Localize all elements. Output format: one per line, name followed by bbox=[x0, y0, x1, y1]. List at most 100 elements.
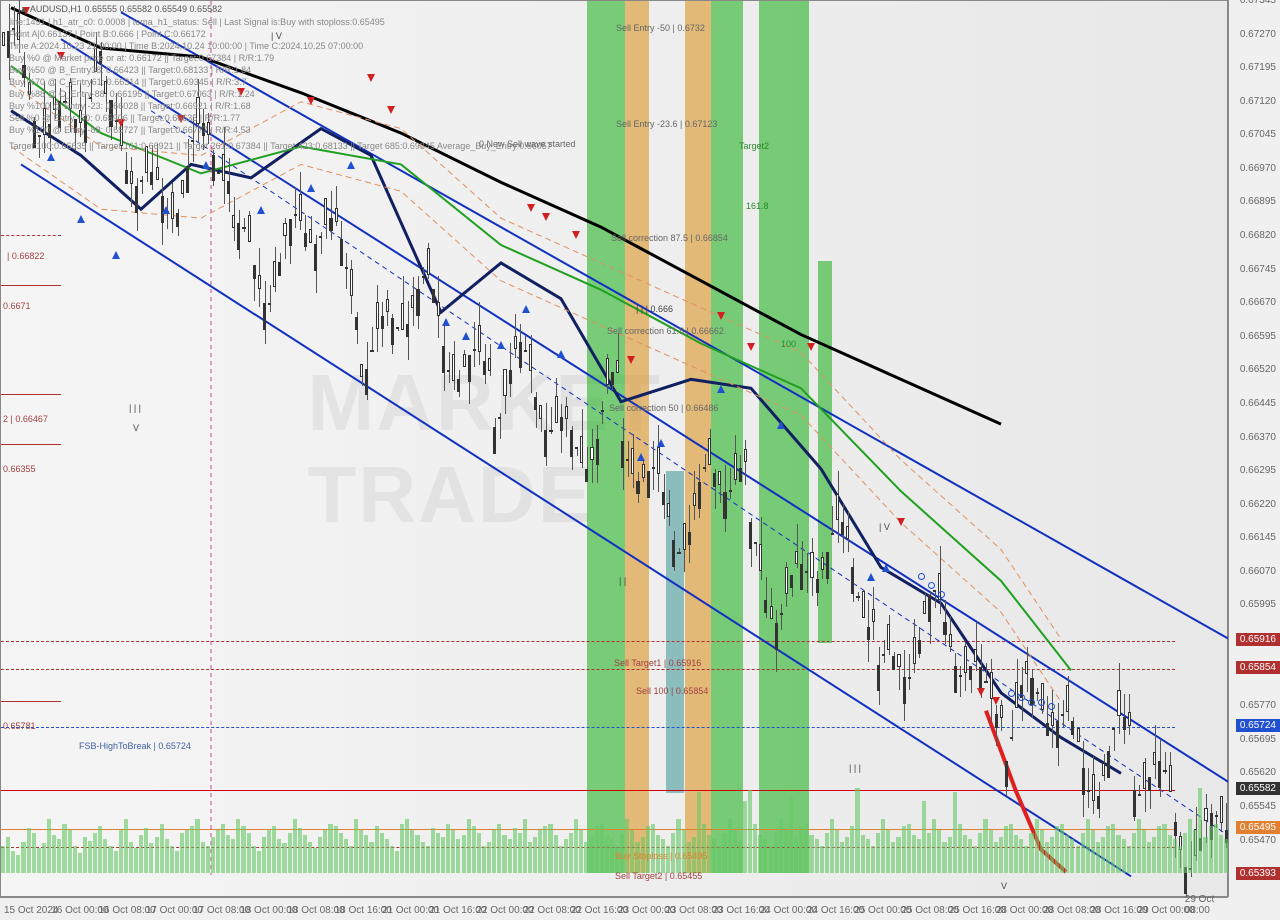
chart-area[interactable]: MARKET TRADE ▲ AUDUSD,H1 0.65555 0.65582… bbox=[0, 0, 1228, 897]
volume-bar bbox=[405, 819, 409, 873]
volume-bar bbox=[1065, 835, 1069, 873]
volume-bar bbox=[114, 851, 118, 874]
arrow-up-icon bbox=[77, 215, 85, 223]
volume-bar bbox=[840, 842, 844, 874]
price-tick: 0.66445 bbox=[1240, 398, 1276, 409]
level-100: 100 bbox=[781, 339, 796, 349]
ref-66822: | 0.66822 bbox=[7, 251, 44, 261]
volume-bar bbox=[83, 837, 87, 873]
volume-bar bbox=[1091, 830, 1095, 873]
volume-bar bbox=[93, 833, 97, 873]
price-tick: 0.66220 bbox=[1240, 499, 1276, 510]
volume-bar bbox=[722, 833, 726, 874]
arrow-up-icon bbox=[637, 453, 645, 461]
volume-bar bbox=[728, 819, 732, 873]
volume-bar bbox=[963, 835, 967, 873]
level-line bbox=[1, 444, 61, 445]
volume-bar bbox=[502, 835, 506, 873]
volume-bar bbox=[129, 842, 133, 874]
arrow-down-icon bbox=[542, 213, 550, 221]
volume-bar bbox=[595, 826, 599, 873]
level-line bbox=[1, 285, 61, 286]
volume-bar bbox=[932, 819, 936, 873]
arrow-up-icon bbox=[867, 573, 875, 581]
volume-bar bbox=[492, 830, 496, 873]
signal-dot bbox=[1028, 699, 1035, 706]
volume-bar bbox=[68, 830, 72, 873]
price-tick: 0.66070 bbox=[1240, 566, 1276, 577]
volume-bar bbox=[605, 835, 609, 873]
signal-band bbox=[587, 1, 605, 873]
volume-bar bbox=[1004, 826, 1008, 873]
volume-bar bbox=[1203, 837, 1207, 873]
entry-info: Buy %100 @ Entry -23: 0.66028 || Target:… bbox=[9, 101, 251, 111]
volume-bar bbox=[1219, 835, 1223, 873]
volume-bar bbox=[861, 835, 865, 873]
volume-bar bbox=[968, 839, 972, 873]
entry-info: Buy %88 @ C_Entry-88: 0.66195 || Target:… bbox=[9, 89, 255, 99]
volume-bar bbox=[487, 842, 491, 874]
volume-bar bbox=[676, 819, 680, 873]
volume-bar bbox=[400, 824, 404, 874]
volume-bar bbox=[881, 819, 885, 873]
volume-bar bbox=[1024, 846, 1028, 873]
signal-dot bbox=[938, 591, 945, 598]
lv5: | V bbox=[879, 522, 890, 532]
volume-bar bbox=[518, 833, 522, 874]
volume-bar bbox=[52, 835, 56, 873]
volume-bar bbox=[1168, 835, 1172, 873]
volume-bar bbox=[1096, 842, 1100, 874]
volume-bar bbox=[354, 819, 358, 873]
volume-bar bbox=[794, 837, 798, 873]
volume-bar bbox=[446, 824, 450, 874]
volume-bar bbox=[303, 835, 307, 873]
volume-bar bbox=[257, 851, 261, 874]
volume-bar bbox=[809, 835, 813, 873]
volume-bar bbox=[216, 830, 220, 873]
price-tick: 0.67045 bbox=[1240, 129, 1276, 140]
volume-bar bbox=[942, 842, 946, 874]
volume-bar bbox=[282, 843, 286, 873]
volume-bar bbox=[1137, 819, 1141, 873]
volume-bar bbox=[978, 833, 982, 874]
volume-bar bbox=[410, 830, 414, 873]
volume-bar bbox=[896, 837, 900, 873]
ref-66467: 2 | 0.66467 bbox=[3, 414, 48, 424]
volume-bar bbox=[1029, 833, 1033, 874]
signal-band bbox=[781, 1, 809, 873]
entry-info: Buy %70 @ C_Entry61: 0.66314 || Target:0… bbox=[9, 77, 247, 87]
volume-bar bbox=[1106, 826, 1110, 873]
volume-bar bbox=[1209, 826, 1213, 873]
volume-bar bbox=[380, 833, 384, 874]
price-tick: 0.67120 bbox=[1240, 96, 1276, 107]
volume-bar bbox=[482, 846, 486, 873]
volume-bar bbox=[165, 839, 169, 873]
volume-bar bbox=[866, 839, 870, 873]
level-666: | | | 0.666 bbox=[636, 304, 673, 314]
price-tag: 0.65916 bbox=[1236, 633, 1280, 646]
arrow-up-icon bbox=[307, 184, 315, 192]
volume-bar bbox=[1014, 835, 1018, 873]
volume-bar bbox=[712, 839, 716, 873]
volume-bar bbox=[825, 833, 829, 874]
volume-bar bbox=[462, 835, 466, 873]
arrow-up-icon bbox=[557, 350, 565, 358]
signal-band bbox=[685, 1, 711, 873]
volume-bar bbox=[523, 819, 527, 873]
volume-bar bbox=[385, 839, 389, 873]
volume-bar bbox=[201, 842, 205, 874]
sell-100: Sell 100 | 0.65854 bbox=[636, 686, 708, 696]
sell-entry-50-label: Sell Entry -50 | 0.6732 bbox=[616, 23, 705, 33]
arrow-up-icon bbox=[777, 421, 785, 429]
volume-bar bbox=[359, 830, 363, 873]
volume-bar bbox=[738, 842, 742, 874]
ref-6671: 0.6671 bbox=[3, 301, 31, 311]
volume-bar bbox=[1122, 839, 1126, 873]
volume-bar bbox=[579, 830, 583, 873]
sell-target2: Sell Target2 | 0.65455 bbox=[615, 871, 702, 881]
volume-bar bbox=[1142, 830, 1146, 873]
volume-bar bbox=[1152, 837, 1156, 873]
lv3: V bbox=[133, 423, 139, 433]
volume-bar bbox=[973, 846, 977, 873]
volume-bar bbox=[1086, 819, 1090, 873]
